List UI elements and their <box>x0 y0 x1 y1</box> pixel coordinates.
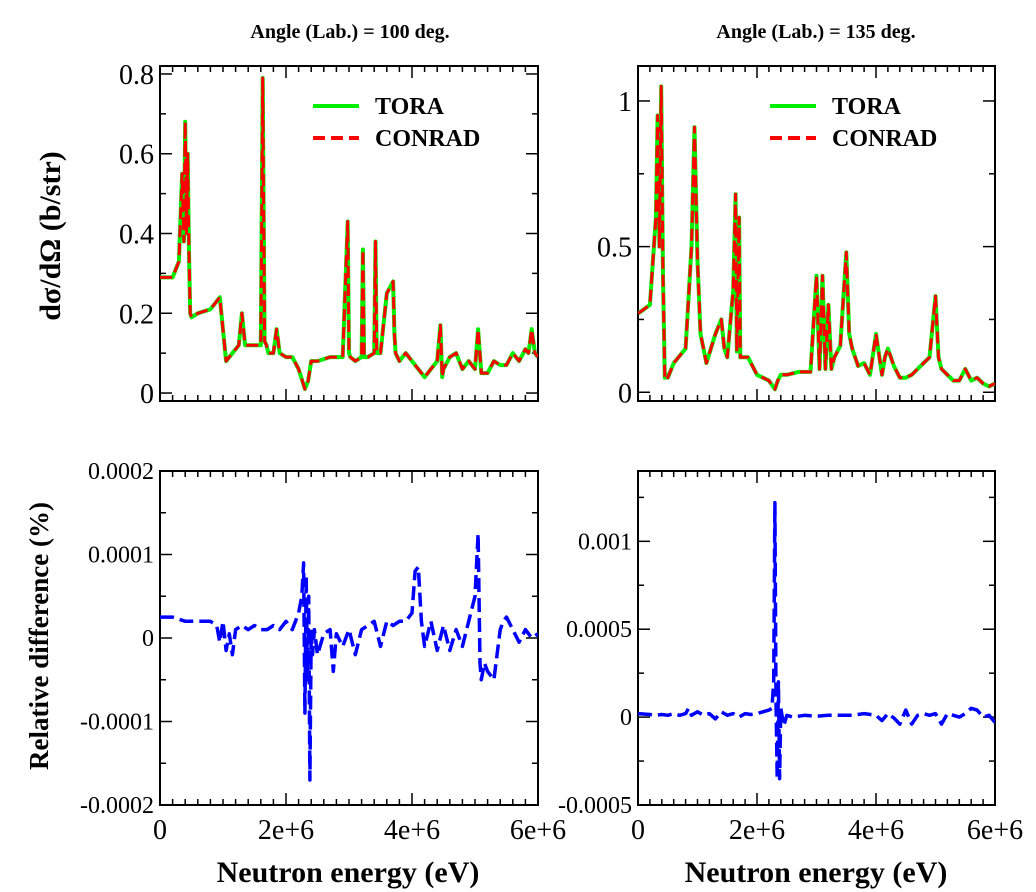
x-tick-label: 4e+6 <box>848 815 904 846</box>
panel-title-135deg: Angle (Lab.) = 135 deg. <box>716 21 915 43</box>
x-axis-title-right: Neutron energy (eV) <box>685 856 948 889</box>
y-tick-label: 1 <box>618 87 632 118</box>
y-tick-label: 0.0005 <box>566 617 632 643</box>
y-tick-label: 0.0001 <box>88 543 154 569</box>
y-tick-label: 0.6 <box>119 140 154 171</box>
series-conrad <box>638 84 995 391</box>
x-axis-title-left: Neutron energy (eV) <box>217 856 480 889</box>
y-tick-label: 0 <box>620 705 632 731</box>
y-tick-label: 0 <box>140 379 154 410</box>
y-tick-label: 0.5 <box>597 233 632 264</box>
x-tick-label: 6e+6 <box>967 815 1023 846</box>
x-tick-label: 0 <box>631 815 645 846</box>
y-tick-label: 0.2 <box>119 299 154 330</box>
y-tick-label: -0.0002 <box>80 793 154 819</box>
relative-difference-series <box>638 500 995 781</box>
y-tick-label: 0.4 <box>119 220 154 251</box>
y-axis-title-bottom: Relative difference (%) <box>24 502 54 770</box>
legend-label-tora: TORA <box>375 94 445 120</box>
legend-label-tora: TORA <box>832 94 902 120</box>
x-tick-label: 2e+6 <box>258 815 314 846</box>
y-tick-label: 0 <box>618 378 632 409</box>
y-tick-label: 0.8 <box>119 60 154 91</box>
y-tick-label: 0 <box>142 626 154 652</box>
panel-title-100deg: Angle (Lab.) = 100 deg. <box>250 21 449 43</box>
panel-100deg-relative-difference: 0 2e+6 4e+6 6e+6 -0.0002 -0.0001 0 0.0001 0.0002 <box>80 459 566 846</box>
plot-frame <box>159 470 539 806</box>
y-axis-title-top: dσ/dΩ (b/str) <box>34 151 67 321</box>
y-tick-label: 0.001 <box>578 529 632 555</box>
y-tick-label: -0.0001 <box>80 710 154 736</box>
x-tick-label: 4e+6 <box>384 815 440 846</box>
x-tick-label: 2e+6 <box>729 815 785 846</box>
plot-frame <box>637 470 996 806</box>
panel-100deg-cross-section: 0 0.2 0.4 0.6 0.8 TORA CONRAD <box>119 60 539 410</box>
x-tick-label: 0 <box>153 815 167 846</box>
legend-label-conrad: CONRAD <box>832 126 937 152</box>
relative-difference-series <box>160 531 538 782</box>
legend-label-conrad: CONRAD <box>375 126 480 152</box>
x-tick-label: 6e+6 <box>510 815 566 846</box>
panel-135deg-cross-section: 0 0.5 1 TORA CONRAD <box>597 65 996 409</box>
series-conrad <box>160 76 538 391</box>
y-tick-label: 0.0002 <box>88 459 154 485</box>
y-tick-label: -0.0005 <box>558 793 632 819</box>
